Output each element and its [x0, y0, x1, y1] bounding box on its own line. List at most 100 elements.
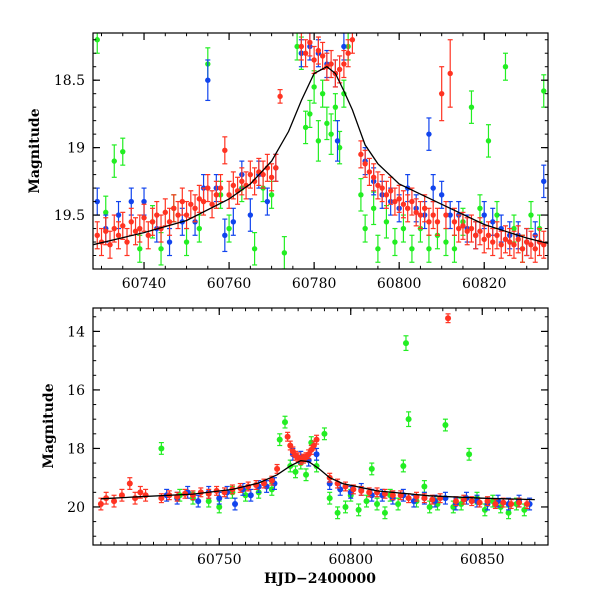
panel-0-series-0-point-17	[281, 236, 288, 269]
panel-0-series-0-point-42	[443, 227, 449, 257]
panel-0-series-2-point-54	[341, 49, 347, 79]
panel-0-series-2-point-43	[277, 89, 283, 104]
panel-0-series-2-point-6	[120, 211, 126, 240]
panel-0-series-2-point-64	[387, 176, 394, 205]
panel-0-x-tick-label: 60800	[377, 276, 422, 292]
panel-0-series-0-point-2	[111, 144, 117, 178]
panel-1-series-2-point-0	[97, 497, 104, 511]
top-panel-labels: 60740 60760 60780 60800 60820 18.5 19 19.5	[54, 73, 507, 292]
panel-0-series-0-point-31	[358, 178, 364, 212]
panel-1-series-2-point-51	[445, 313, 452, 324]
panel-0-series-2-point-78	[447, 39, 453, 108]
panel-0-series-0-point-27	[332, 93, 339, 122]
panel-0-series-2-point-11	[141, 203, 147, 232]
panel-0-series-0-point-3	[120, 137, 126, 166]
panel-0-series-2-point-86	[481, 225, 487, 254]
panel-1-series-0-point-34	[426, 500, 433, 514]
panel-0-series-0-point-26	[328, 113, 334, 155]
panel-0-series-2-point-9	[132, 217, 139, 246]
panel-0-series-2-point-100	[541, 230, 547, 259]
panel-1-series-1-point-27	[431, 494, 438, 508]
panel-1-series-0-point-12	[292, 465, 299, 479]
panel-1-series-2-point-35	[313, 434, 320, 445]
top-panel-marks	[94, 33, 547, 269]
panel-0-series-2-point-94	[515, 225, 521, 254]
panel-1-series-2-point-54	[468, 496, 475, 507]
panel-0-series-2-point-18	[171, 194, 177, 223]
panel-1-series-2-point-48	[421, 493, 428, 504]
panel-0-series-2-point-45	[302, 39, 309, 68]
top-panel: 60740 60760 60780 60800 60820 18.5 19 19.5 Magn…	[27, 32, 549, 292]
panel-1-series-1-point-9	[247, 488, 254, 502]
panel-0-series-1-point-10	[205, 59, 211, 102]
panel-0-series-2-point-26	[205, 174, 211, 203]
panel-0-series-1-point-35	[430, 174, 436, 203]
panel-0-series-2-point-31	[226, 180, 232, 209]
panel-1-series-2-point-7	[142, 488, 149, 502]
panel-0-x-tick-label: 60760	[207, 276, 252, 292]
panel-0-series-1-point-34	[426, 117, 432, 151]
panel-0-series-2-point-96	[524, 227, 530, 257]
panel-0-series-1-point-12	[222, 218, 228, 253]
panel-0-x-tick-label: 60780	[292, 276, 337, 292]
panel-1-x-tick-label: 60850	[460, 552, 505, 568]
panel-0-series-2-point-82	[464, 217, 470, 246]
panel-0-series-2-point-76	[438, 66, 445, 122]
panel-0-x-tick-label: 60820	[462, 276, 507, 292]
panel-0-series-2-point-73	[426, 207, 432, 236]
panel-1-series-0-point-14	[303, 468, 310, 482]
panel-0-series-2-point-21	[183, 200, 190, 230]
panel-0-series-2-point-66	[396, 184, 402, 213]
panel-1-series-2-point-13	[197, 487, 204, 498]
panel-0-series-0-point-37	[400, 214, 407, 243]
panel-0-series-2-point-65	[392, 187, 398, 216]
panel-1-series-0-point-9	[276, 433, 283, 447]
panel-0-series-2-point-10	[137, 214, 143, 243]
panel-0-series-2-point-22	[188, 190, 194, 219]
panel-0-series-2-point-81	[460, 211, 466, 240]
panel-0-series-2-point-57	[358, 140, 364, 169]
panel-0-series-2-point-39	[260, 160, 266, 189]
panel-0-series-2-point-93	[511, 230, 517, 259]
panel-0-series-0-point-34	[375, 234, 381, 263]
panel-0-series-2-point-37	[251, 167, 258, 196]
panel-0-series-0-point-8	[183, 227, 190, 257]
panel-1-series-2-point-2	[111, 494, 118, 508]
panel-0-series-0-point-9	[196, 214, 203, 243]
panel-0-series-2-point-3	[107, 230, 113, 259]
panel-1-series-2-point-4	[126, 477, 133, 491]
panel-0-series-2-point-71	[417, 200, 424, 230]
panel-0-series-2-point-28	[213, 180, 220, 209]
panel-0-series-0-point-25	[324, 106, 330, 141]
panel-1-series-0-point-24	[368, 462, 375, 476]
panel-0-series-2-point-74	[430, 200, 436, 230]
panel-0-series-2-point-24	[196, 184, 203, 213]
panel-0-series-0-point-33	[370, 191, 377, 226]
panel-0-series-2-point-27	[209, 190, 215, 219]
panel-0-y-tick-label: 18.5	[54, 73, 85, 89]
panel-0-series-0-point-40	[426, 234, 432, 263]
panel-0-series-0-point-43	[451, 234, 458, 263]
panel-0-series-2-point-44	[298, 33, 305, 61]
panel-0-series-1-point-13	[230, 207, 237, 236]
panel-0-series-2-point-30	[222, 136, 228, 165]
panel-0-series-2-point-88	[490, 227, 496, 257]
top-panel-frame	[92, 32, 549, 270]
panel-1-series-1-point-28	[442, 491, 449, 505]
panel-0-series-2-point-70	[413, 198, 419, 227]
panel-0-series-2-point-97	[528, 230, 534, 259]
panel-1-series-2-point-42	[374, 487, 381, 498]
panel-0-series-2-point-67	[400, 190, 407, 219]
panel-0-series-0-point-47	[485, 124, 492, 158]
panel-1-series-0-point-25	[374, 497, 381, 511]
panel-0-series-0-point-32	[362, 214, 368, 243]
panel-0-series-0-point-22	[311, 70, 317, 104]
panel-1-series-2-point-24	[284, 431, 291, 442]
panel-0-y-tick-label: 19	[67, 141, 85, 157]
panel-0-series-0-point-45	[468, 90, 475, 124]
panel-1-model-curve	[100, 460, 535, 501]
panel-0-series-0-point-52	[528, 200, 534, 230]
panel-1-series-2-point-11	[182, 488, 189, 499]
panel-0-model-curve	[93, 65, 548, 246]
